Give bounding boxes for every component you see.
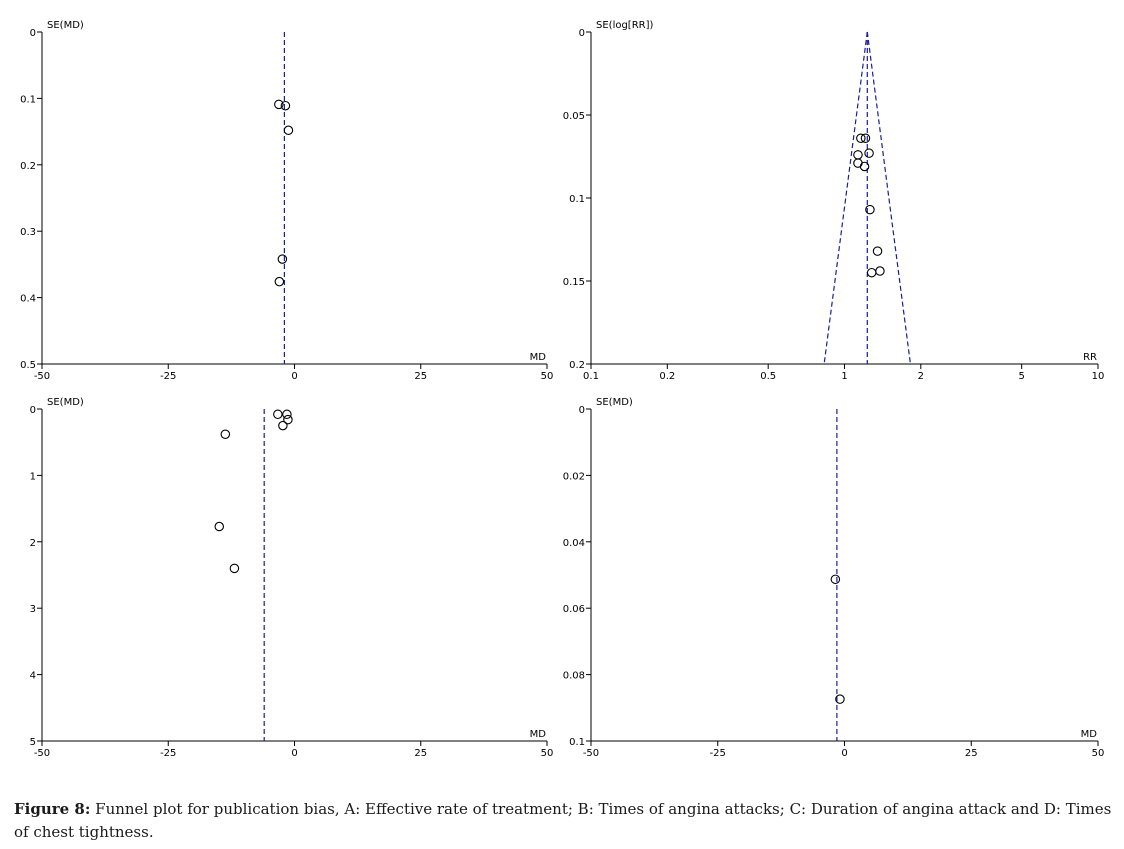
caption-label: Figure 8: [14, 800, 91, 818]
y-tick-label-b: 0.2 [569, 360, 585, 371]
x-tick-label-b: 0.2 [659, 371, 675, 382]
x-tick-label-c: -50 [34, 748, 50, 759]
y-tick-label-d: 0.02 [563, 471, 585, 482]
study-point-c [282, 409, 292, 420]
study-point-a [283, 125, 294, 136]
y-axis-title-b: SE(log[RR]) [596, 20, 654, 31]
x-axis-title-b: RR [1083, 352, 1097, 363]
study-point-a [274, 99, 284, 110]
x-tick-label-a: 25 [414, 371, 427, 382]
y-tick-label-a: 0 [30, 28, 36, 39]
study-point-b [864, 148, 874, 158]
x-tick-label-c: 25 [414, 748, 427, 759]
x-axis-title-a: MD [530, 352, 547, 363]
study-point-a [280, 100, 291, 111]
study-point-b [872, 246, 883, 256]
x-tick-label-c: 0 [291, 748, 297, 759]
y-tick-label-c: 5 [30, 737, 36, 748]
study-point-c [283, 414, 293, 425]
x-tick-label-c: -25 [160, 748, 176, 759]
y-tick-label-b: 0 [579, 28, 585, 39]
x-axis-title-c: MD [530, 729, 547, 740]
y-axis-title-d: SE(MD) [596, 397, 633, 408]
x-tick-label-d: -25 [710, 748, 726, 759]
y-axis-title-a: SE(MD) [47, 20, 84, 31]
y-tick-label-a: 0.3 [20, 227, 36, 238]
y-tick-label-c: 2 [30, 538, 36, 549]
x-tick-label-c: 50 [541, 748, 554, 759]
x-tick-label-a: 0 [291, 371, 297, 382]
x-tick-label-b: 0.1 [583, 371, 599, 382]
y-tick-label-a: 0.4 [20, 294, 36, 305]
y-tick-label-b: 0.05 [563, 111, 585, 122]
study-point-b [875, 266, 885, 276]
y-tick-label-c: 0 [30, 405, 36, 416]
x-tick-label-d: 0 [841, 748, 847, 759]
y-tick-label-c: 1 [30, 471, 36, 482]
study-point-b [866, 267, 877, 278]
study-point-b [865, 204, 875, 215]
y-tick-label-b: 0.15 [563, 277, 585, 288]
funnel-plot-c: -50 -25 0 25 50 0 1 2 3 4 5 SE(MD) MD [30, 397, 554, 759]
x-tick-label-a: -50 [34, 371, 50, 382]
study-point-b [856, 133, 866, 143]
study-point-c [220, 429, 231, 439]
y-tick-label-d: 0.1 [569, 737, 585, 748]
study-point-a [277, 254, 288, 264]
y-axis-title-c: SE(MD) [47, 397, 84, 408]
y-tick-label-c: 3 [30, 604, 36, 615]
y-tick-label-d: 0.08 [563, 671, 585, 682]
x-tick-label-d: 50 [1092, 748, 1105, 759]
funnel-plot-b: 0.1 0.2 0.5 1 2 5 1000.050.10.150.2SE(log[RR])… [563, 20, 1105, 382]
figure-caption: Figure 8: Funnel plot for publication bi… [14, 798, 1114, 844]
x-axis-title-d: MD [1081, 729, 1098, 740]
x-tick-label-b: 1 [841, 371, 847, 382]
study-point-b [859, 161, 870, 172]
study-point-c [278, 420, 288, 431]
study-point-d [835, 694, 845, 704]
y-tick-label-a: 0.1 [20, 94, 36, 105]
study-point-c [229, 563, 240, 574]
x-tick-label-b: 2 [918, 371, 924, 382]
x-tick-label-b: 10 [1092, 371, 1105, 382]
y-tick-label-b: 0.1 [569, 194, 585, 205]
y-tick-label-a: 0.5 [20, 360, 36, 371]
study-point-a [274, 276, 285, 287]
y-tick-label-d: 0 [579, 405, 585, 416]
x-tick-label-d: 25 [965, 748, 978, 759]
funnel-plot-a: -50 -25 0 25 50 0 0.1 0.2 0.3 0.4 0.5 SE(MD) MD [20, 20, 553, 382]
study-point-c [214, 521, 225, 532]
funnel-plot-d: -50 -25 0 25 50 0 0.02 0.04 0.06 0.08 0.1 SE(MD) MD [563, 397, 1105, 759]
x-tick-label-d: -50 [583, 748, 599, 759]
funnel-right-boundary-b [866, 31, 912, 365]
funnel-left-boundary-b [823, 31, 868, 365]
study-point-b [853, 150, 863, 160]
x-tick-label-a: 50 [541, 371, 554, 382]
y-tick-label-a: 0.2 [20, 161, 36, 172]
study-point-b [860, 133, 871, 143]
x-tick-label-b: 5 [1019, 371, 1025, 382]
caption-text: Funnel plot for publication bias, A: Eff… [14, 800, 1112, 841]
study-point-c [273, 409, 283, 420]
x-tick-label-a: -25 [160, 371, 176, 382]
y-tick-label-d: 0.06 [563, 604, 585, 615]
y-tick-label-c: 4 [30, 671, 36, 682]
y-tick-label-d: 0.04 [563, 538, 585, 549]
x-tick-label-b: 0.5 [760, 371, 776, 382]
study-point-d [830, 574, 841, 585]
